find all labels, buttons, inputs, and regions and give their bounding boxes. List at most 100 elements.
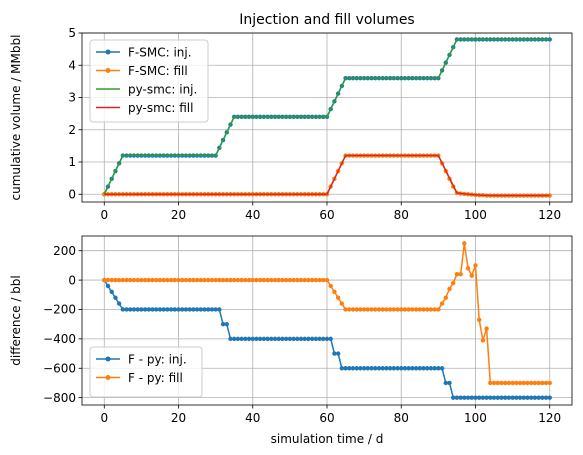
data-point: [161, 307, 166, 312]
x-tick-label: 120: [538, 411, 561, 425]
data-point: [146, 307, 152, 312]
data-point: [332, 289, 337, 295]
data-point: [154, 307, 159, 312]
data-point: [261, 277, 267, 283]
y-tick-label: 4: [68, 58, 76, 72]
data-point: [413, 366, 419, 371]
y-axis-label: cumulative volume / MMbbl: [9, 35, 23, 201]
data-point: [124, 307, 129, 312]
data-point: [109, 289, 114, 295]
x-tick-label: 20: [171, 208, 186, 222]
data-point: [510, 380, 515, 386]
data-point: [254, 277, 259, 283]
y-tick-label: −600: [43, 361, 76, 375]
legend-label: F - py: fill: [128, 371, 183, 385]
data-point: [213, 307, 218, 312]
data-point: [139, 307, 144, 312]
data-point: [536, 380, 541, 386]
data-point: [280, 336, 285, 342]
legend-marker: [105, 356, 111, 362]
data-point: [220, 277, 226, 283]
legend-box: [89, 39, 209, 123]
legend: F-SMC: inj. F-SMC: fill py-smc: inj. py-smc…: [89, 39, 209, 123]
data-point: [246, 336, 252, 342]
y-tick-label: −400: [43, 332, 76, 346]
data-point: [131, 307, 137, 312]
data-point: [102, 277, 107, 283]
data-point: [128, 277, 133, 283]
data-point: [399, 307, 404, 312]
data-point: [417, 307, 422, 312]
data-point: [298, 336, 304, 342]
data-point: [339, 366, 345, 371]
data-point: [480, 338, 486, 343]
data-point: [514, 380, 519, 386]
x-tick-label: 80: [394, 411, 409, 425]
data-point: [451, 280, 456, 286]
chart-title: Injection and fill volumes: [239, 12, 414, 28]
x-tick-label: 120: [538, 208, 561, 222]
data-point: [488, 395, 493, 400]
data-point: [265, 277, 270, 283]
data-point: [462, 395, 467, 400]
data-point: [209, 277, 215, 283]
data-point: [283, 277, 289, 283]
data-point: [213, 277, 218, 283]
data-point: [228, 277, 233, 283]
y-tick-label: 3: [68, 91, 76, 105]
data-point: [432, 307, 437, 312]
data-point: [217, 277, 222, 283]
data-point: [484, 326, 489, 331]
data-point: [309, 277, 315, 283]
data-point: [443, 295, 448, 300]
data-point: [547, 380, 552, 386]
series-line-4: [104, 154, 550, 197]
data-point: [395, 366, 400, 371]
data-point: [217, 307, 222, 312]
x-axis-label: simulation time / d: [271, 432, 384, 446]
data-point: [142, 277, 148, 283]
data-point: [402, 307, 408, 312]
data-point: [206, 307, 211, 312]
data-point: [109, 277, 114, 283]
data-point: [239, 277, 244, 283]
data-point: [458, 395, 463, 400]
data-point: [491, 380, 497, 386]
data-point: [295, 277, 300, 283]
data-point: [406, 307, 411, 312]
data-point: [447, 286, 452, 292]
data-point: [369, 366, 374, 371]
data-point: [543, 380, 549, 386]
legend-marker: [105, 49, 111, 55]
data-point: [283, 336, 289, 342]
data-point: [142, 307, 148, 312]
data-point: [302, 336, 307, 342]
data-point: [432, 366, 437, 371]
data-point: [280, 277, 285, 283]
data-point: [354, 366, 359, 371]
data-point: [235, 277, 241, 283]
data-point: [514, 395, 519, 400]
data-point: [328, 336, 333, 342]
x-tick-label: 100: [464, 411, 487, 425]
series-line-3: [103, 38, 550, 195]
data-point: [335, 351, 341, 356]
data-point: [354, 307, 359, 312]
data-point: [243, 336, 248, 342]
data-point: [276, 336, 281, 342]
data-point: [313, 277, 319, 283]
chart-2: 0 20 40 60 80 100 120 200 0 −200 −400 −600 −800 simul…: [9, 235, 573, 446]
data-point: [257, 277, 263, 283]
data-point: [261, 336, 267, 342]
data-point: [499, 395, 504, 400]
y-tick-label: 200: [53, 244, 76, 258]
data-point: [532, 380, 538, 386]
data-point: [276, 277, 281, 283]
data-point: [139, 277, 144, 283]
data-point: [150, 277, 155, 283]
data-point: [347, 366, 352, 371]
y-tick-label: 5: [68, 26, 76, 40]
data-point: [335, 295, 341, 300]
data-point: [321, 277, 326, 283]
data-point: [120, 307, 126, 312]
